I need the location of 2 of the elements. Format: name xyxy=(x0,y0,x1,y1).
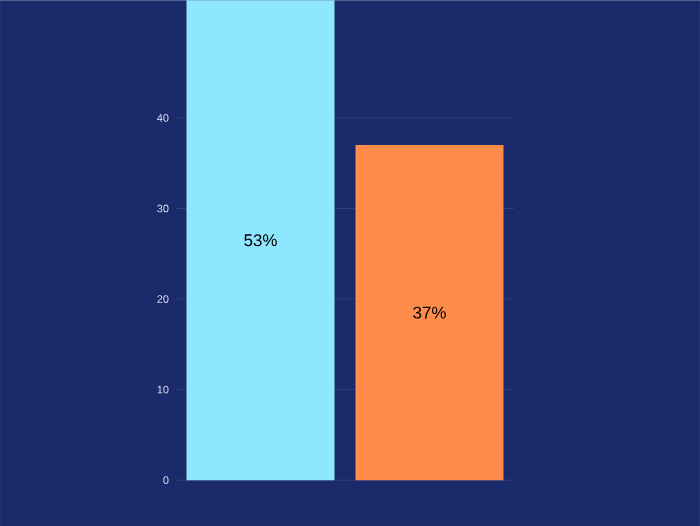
data-label: 53% xyxy=(244,234,277,247)
data-label: 37% xyxy=(413,306,446,319)
